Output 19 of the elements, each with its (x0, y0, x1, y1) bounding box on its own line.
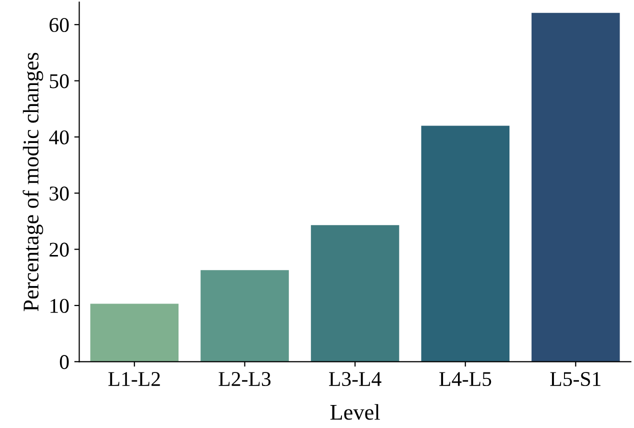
bar (421, 126, 510, 362)
x-tick-label: L4-L5 (439, 372, 492, 386)
bar (310, 225, 400, 362)
bar (200, 270, 289, 362)
y-tick-label: 40 (49, 130, 69, 144)
x-tick-label: L2-L3 (218, 372, 271, 386)
y-axis-title: Percentage of modic changes (22, 52, 44, 312)
y-tick-label: 30 (50, 186, 69, 201)
y-tick-label: 20 (50, 242, 69, 257)
x-axis-title: Level (330, 404, 380, 420)
y-tick-label: 10 (50, 298, 69, 313)
x-tick-label: L5-S1 (550, 372, 600, 386)
y-tick-label: 50 (50, 74, 69, 88)
bar (532, 12, 620, 362)
y-tick-label: 0 (60, 355, 69, 370)
bar (90, 304, 179, 362)
x-tick-label: L3-L4 (329, 372, 382, 386)
x-tick-label: L1-L2 (108, 372, 160, 386)
y-tick-label: 60 (50, 18, 69, 32)
